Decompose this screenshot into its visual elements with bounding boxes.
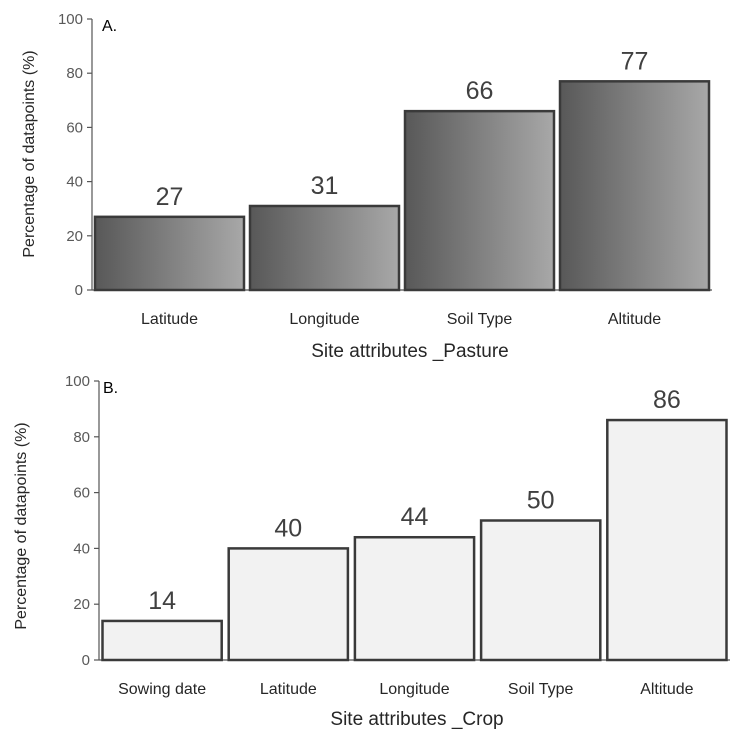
panel-b-y-tick-label: 100 [65,373,90,390]
panel-b-y-tick-label: 0 [82,652,90,669]
panel-b-bar-longitude [353,535,476,662]
panel-b-chart: 0 20 40 60 80 100 Sowing date Latitude Longitud… [13,373,730,730]
panel-a-letter: A. [102,18,117,35]
panel-b-y-tick-label: 60 [73,485,90,502]
panel-a-y-axis-title: Percentage of datapoints (%) [21,50,38,257]
panel-b-data-label: 44 [401,503,429,531]
panel-b-data-label: 14 [148,587,176,615]
panel-b-y-ticks: 0 20 40 60 80 100 [65,373,99,669]
panel-a-bars [93,80,711,292]
panel-a-x-axis-title: Site attributes _Pasture [311,341,509,362]
panel-b-category-label: Latitude [260,681,317,698]
panel-a-y-tick-label: 0 [75,282,83,299]
panel-a-bar-altitude [558,80,711,292]
panel-a-bar-latitude [93,215,246,292]
panel-a-data-labels: 27 31 66 77 [156,47,649,211]
panel-a-y-tick-label: 80 [66,65,83,82]
panel-a-category-label: Longitude [289,311,359,328]
panel-a-data-label: 27 [156,183,184,211]
panel-a-y-tick-label: 60 [66,119,83,136]
panel-b-x-axis-title: Site attributes _Crop [330,709,503,730]
panel-b-y-tick-label: 40 [73,540,90,557]
panel-a-y-ticks: 0 20 40 60 80 100 [58,11,92,299]
panel-a-y-tick-label: 40 [66,174,83,191]
panel-b-x-categories: Sowing date Latitude Longitude Soil Type Alt… [118,681,694,698]
panel-b-bar-soil-type [479,519,602,662]
panel-a-y-tick-label: 100 [58,11,83,28]
panel-b-category-label: Soil Type [508,681,574,698]
panel-b-data-labels: 14 40 44 50 86 [148,386,681,615]
panel-b-bar-latitude [227,547,350,662]
panel-b-data-label: 50 [527,487,555,515]
panel-a-data-label: 77 [621,47,649,75]
panel-b-y-tick-label: 80 [73,429,90,446]
panel-a-y-tick-label: 20 [66,228,83,245]
panel-a-data-label: 31 [311,172,339,200]
panel-b-y-axis-title: Percentage of datapoints (%) [13,422,30,629]
panel-b-y-tick-label: 20 [73,596,90,613]
panel-a-category-label: Soil Type [447,311,513,328]
panel-b-letter: B. [103,380,118,397]
panel-a-bar-longitude [248,204,401,292]
panel-a-chart: 0 20 40 60 80 100 Latitude Longitude Soil Type A… [21,11,712,362]
panel-b-bar-altitude [606,418,728,662]
panel-b-data-label: 40 [274,514,302,542]
panel-b-data-label: 86 [653,386,681,414]
panel-a-bar-soil-type [403,109,556,292]
panel-a-x-categories: Latitude Longitude Soil Type Altitude [141,311,661,328]
panel-b-category-label: Longitude [379,681,449,698]
panel-a-category-label: Latitude [141,311,198,328]
panel-a-category-label: Altitude [608,311,661,328]
panel-b-category-label: Sowing date [118,681,206,698]
panel-b-category-label: Altitude [640,681,693,698]
panel-b-bars [101,418,728,662]
panel-b-bar-sowing-date [101,619,223,662]
panel-a-data-label: 66 [466,77,494,105]
